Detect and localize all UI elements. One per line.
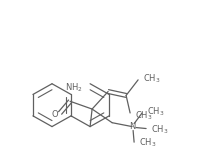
Text: CH$_3$: CH$_3$ [143, 73, 161, 85]
Text: CH$_3$: CH$_3$ [151, 123, 169, 136]
Text: O: O [52, 110, 59, 119]
Text: CH$_3$: CH$_3$ [147, 106, 165, 118]
Text: NH$_2$: NH$_2$ [65, 81, 83, 94]
Text: N: N [129, 122, 135, 131]
Text: CH$_3$: CH$_3$ [139, 137, 157, 149]
Text: CH$_3$: CH$_3$ [135, 110, 153, 122]
